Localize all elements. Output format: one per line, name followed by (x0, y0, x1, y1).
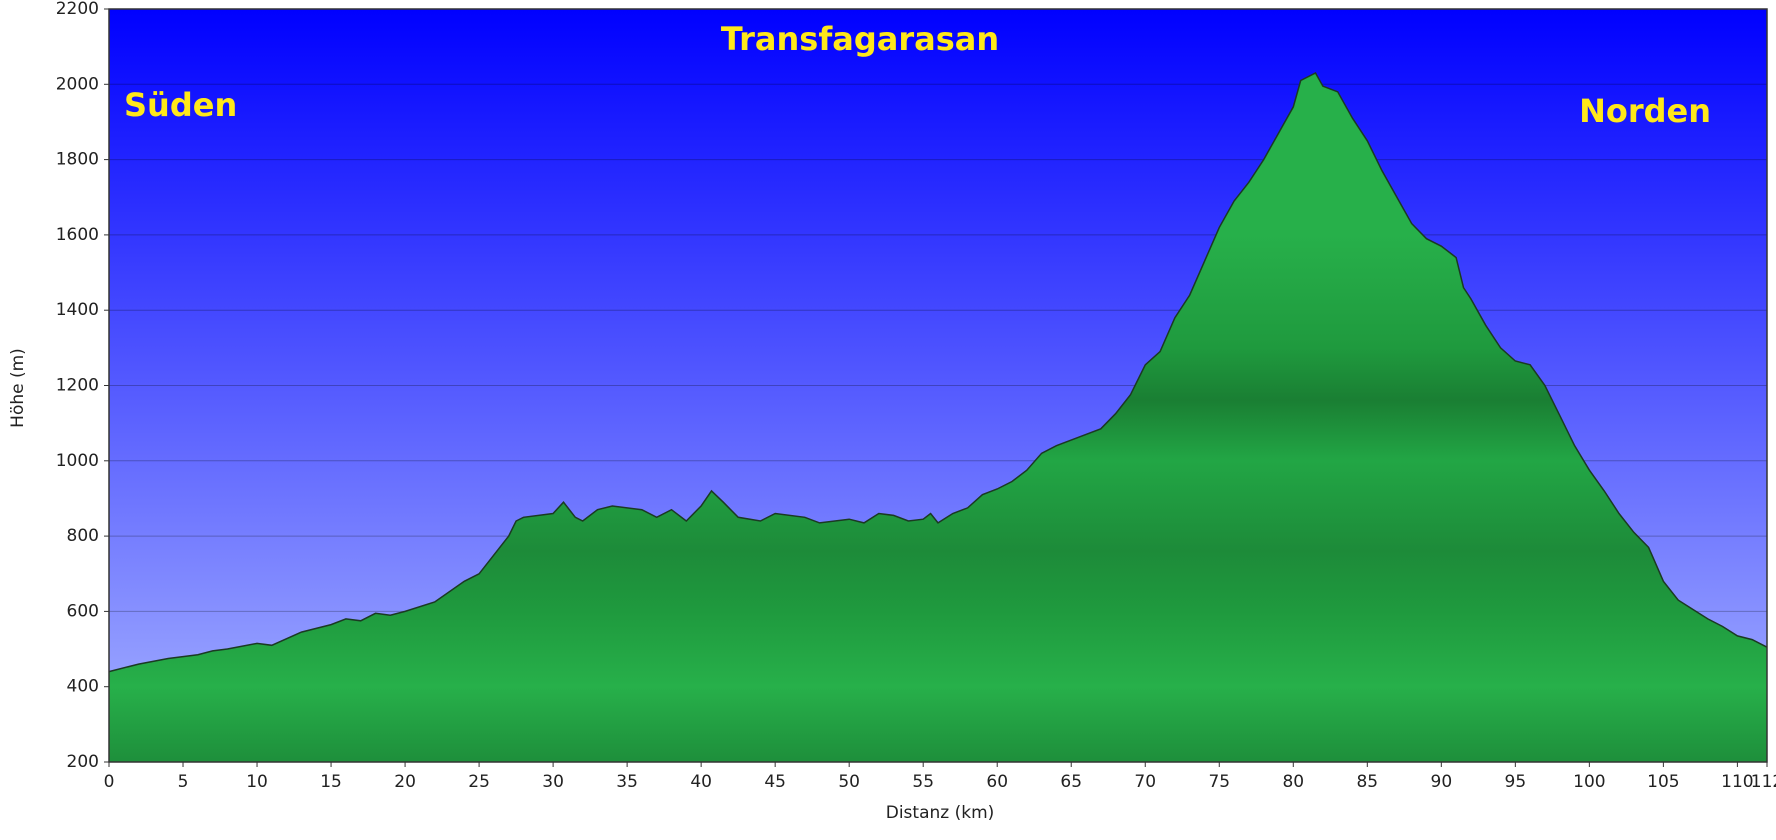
x-tick-label: 15 (320, 772, 342, 792)
y-tick-label: 1800 (56, 150, 99, 170)
x-axis-label: Distanz (km) (886, 803, 995, 823)
x-tick-label: 55 (912, 772, 934, 792)
x-tick-label: 60 (986, 772, 1008, 792)
x-tick-label: 105 (1647, 772, 1679, 792)
chart-title: Transfagarasan (721, 20, 999, 58)
x-tick-label: 112 (1751, 772, 1776, 792)
x-tick-label: 5 (178, 772, 189, 792)
outline (108, 72, 1768, 673)
x-tick-label: 50 (838, 772, 860, 792)
x-tick-label: 90 (1431, 772, 1453, 792)
y-tick-label: 2000 (56, 74, 99, 94)
y-tick-label: 1200 (56, 376, 99, 396)
y-tick-label: 400 (67, 677, 99, 697)
y-tick-label: 1600 (56, 225, 99, 245)
y-tick-label: 1000 (56, 451, 99, 471)
area (109, 73, 1767, 762)
x-tick-label: 30 (542, 772, 564, 792)
y-tick-label: 800 (67, 526, 99, 546)
x-tick-label: 110 (1721, 772, 1753, 792)
x-tick-label: 35 (616, 772, 638, 792)
y-tick-label: 1400 (56, 300, 99, 320)
x-tick-label: 85 (1356, 772, 1378, 792)
x-tick-label: 25 (468, 772, 490, 792)
annotation: Süden (124, 86, 237, 124)
annotation: Norden (1579, 92, 1711, 130)
x-tick-label: 70 (1134, 772, 1156, 792)
x-tick-label: 20 (394, 772, 416, 792)
x-tick-label: 0 (104, 772, 115, 792)
y-axis-label: Höhe (m) (8, 348, 28, 428)
x-tick-label: 45 (764, 772, 786, 792)
y-tick-label: 600 (67, 601, 99, 621)
x-tick-label: 95 (1505, 772, 1527, 792)
x-tick-label: 10 (246, 772, 268, 792)
y-tick-label: 200 (67, 752, 99, 772)
x-tick-label: 75 (1208, 772, 1230, 792)
x-tick-label: 65 (1060, 772, 1082, 792)
x-tick-label: 80 (1282, 772, 1304, 792)
y-tick-label: 2200 (56, 0, 99, 19)
x-tick-label: 100 (1573, 772, 1605, 792)
x-tick-label: 40 (690, 772, 712, 792)
